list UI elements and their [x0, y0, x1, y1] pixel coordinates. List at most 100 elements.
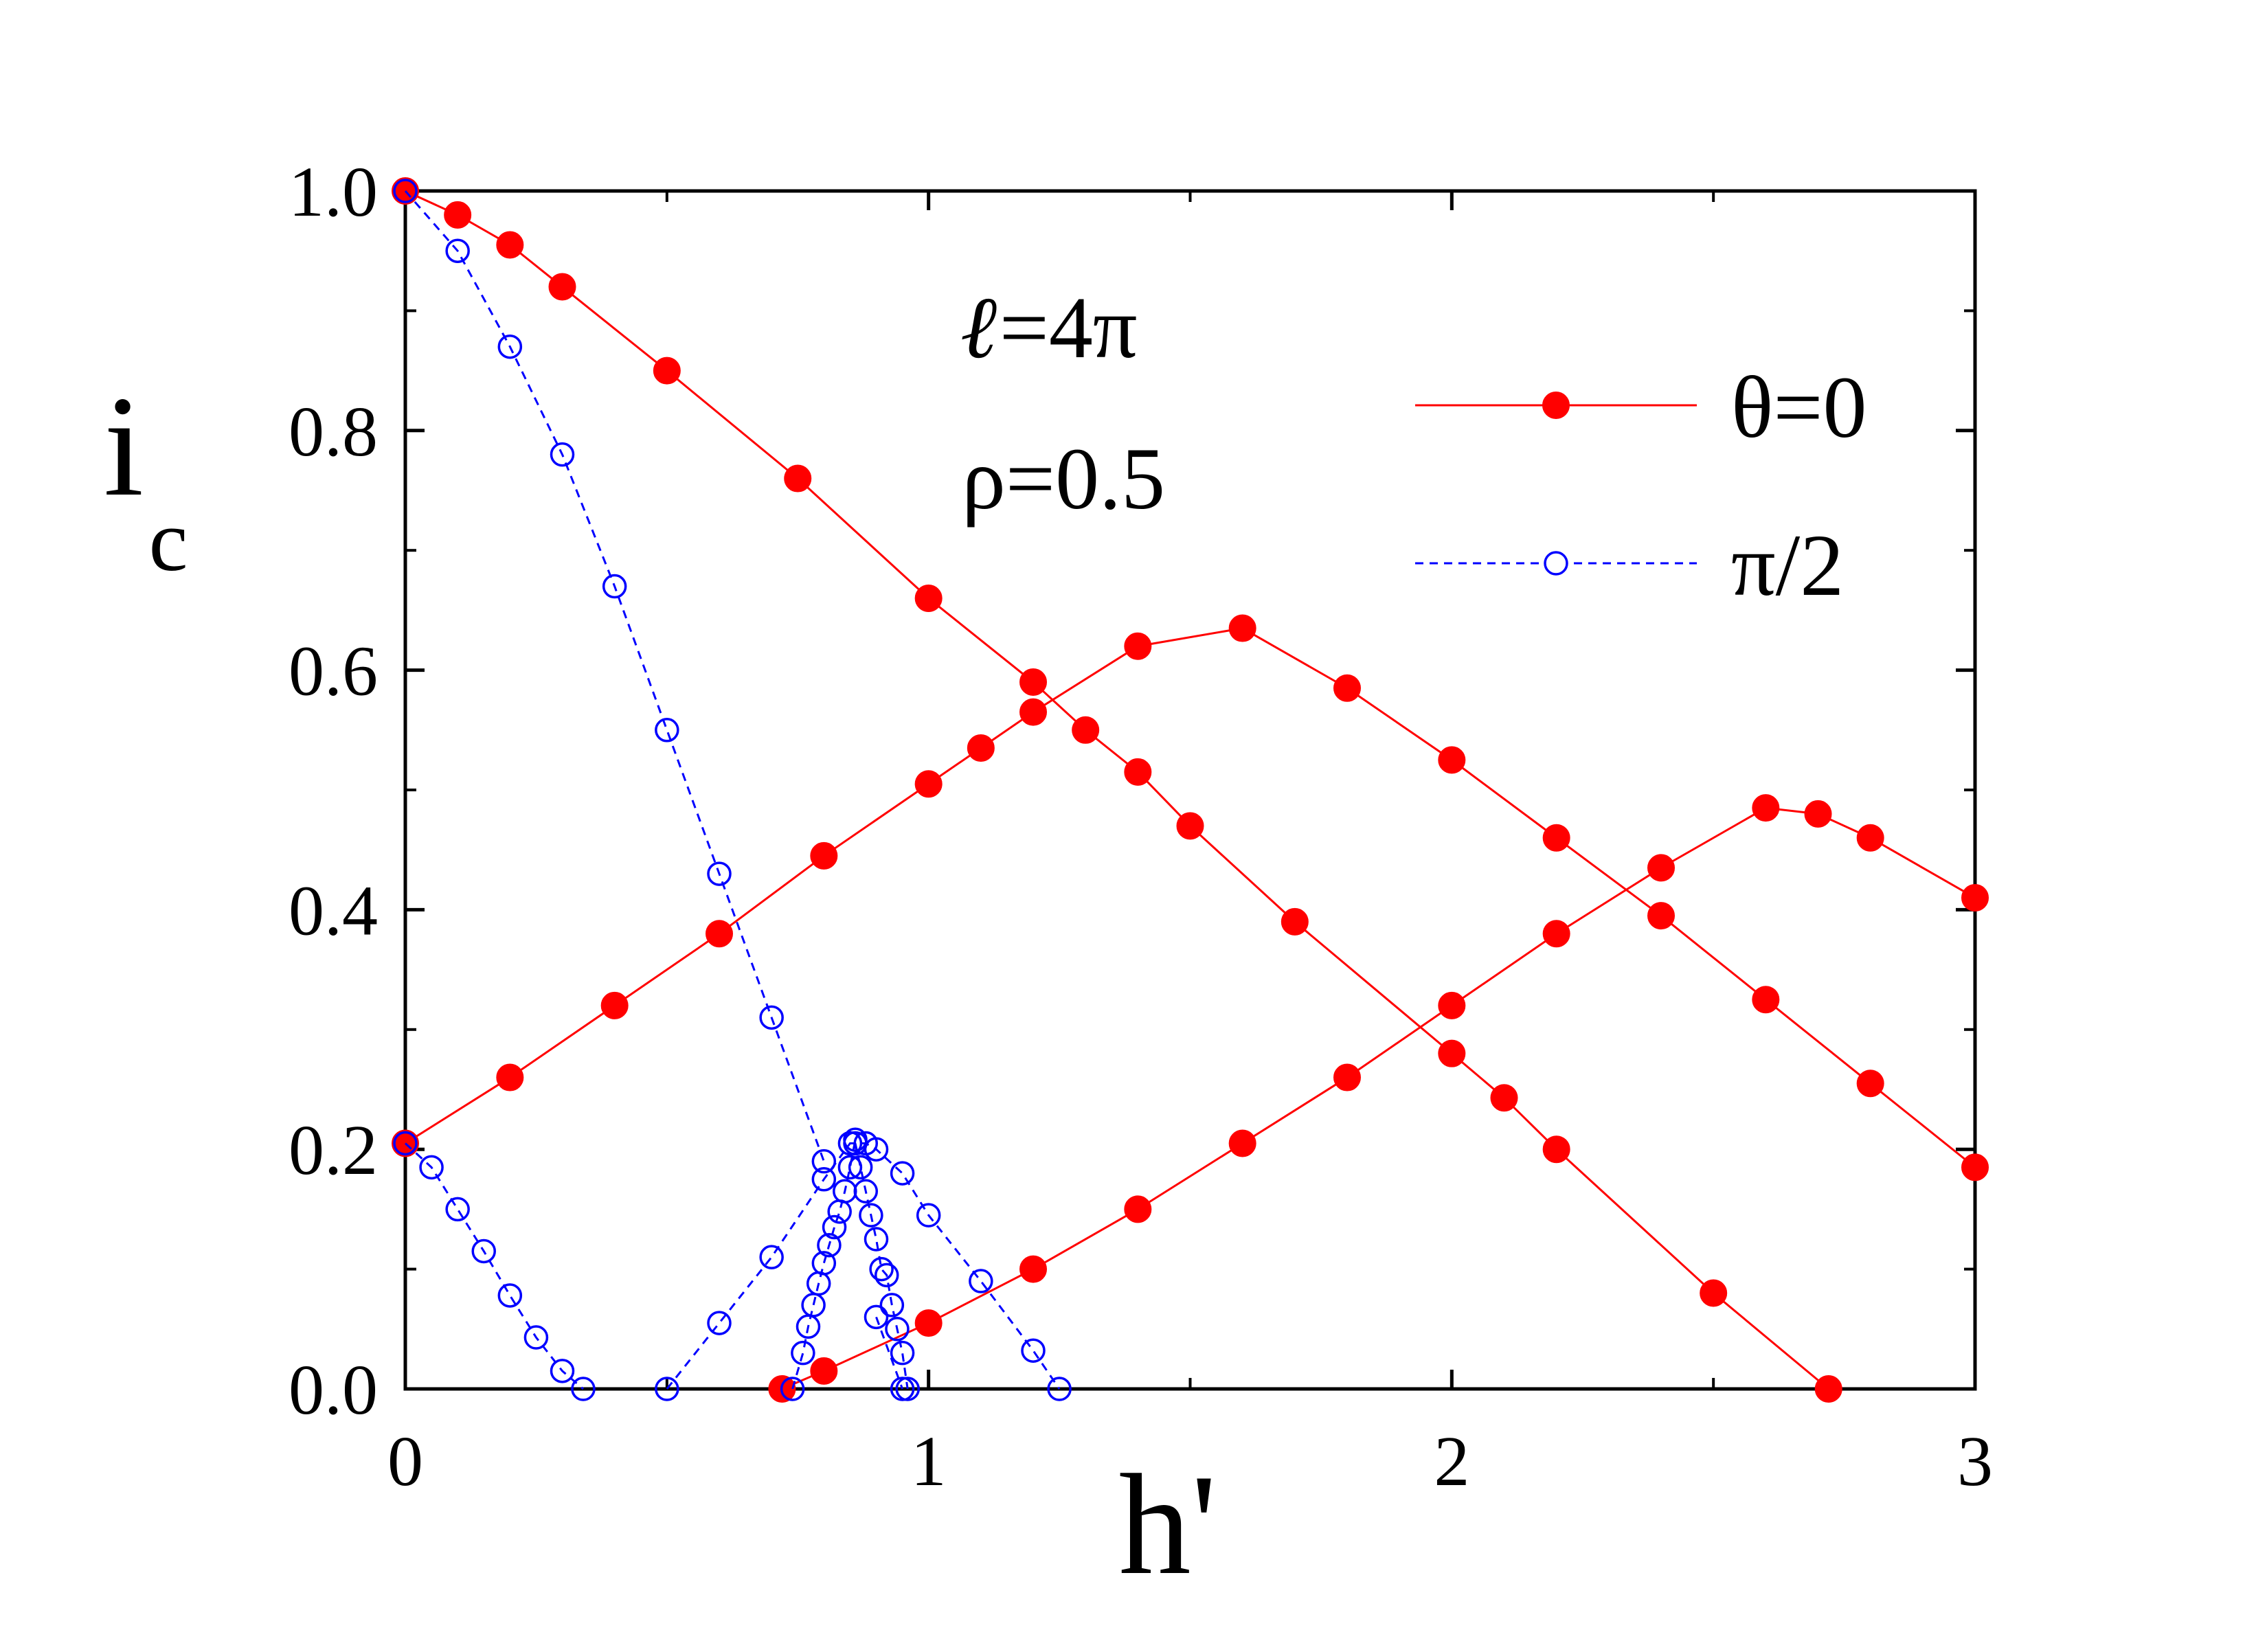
data-point	[859, 1203, 883, 1227]
data-point	[600, 991, 629, 1019]
legend-marker	[1544, 551, 1568, 576]
data-point	[419, 1155, 444, 1180]
data-point	[1542, 920, 1570, 948]
legend-label: π/2	[1731, 517, 1844, 614]
data-point	[1438, 746, 1466, 774]
y-tick-label: 0.8	[289, 392, 378, 471]
data-point	[1814, 1375, 1842, 1403]
data-point	[1019, 698, 1047, 726]
series-line	[791, 1139, 857, 1390]
series-pi-over-2	[393, 179, 1072, 1401]
data-point	[837, 1155, 863, 1180]
data-point	[864, 1227, 889, 1252]
data-point	[497, 1283, 523, 1308]
data-point	[817, 1232, 842, 1258]
data-point	[1047, 1377, 1072, 1401]
data-point	[848, 1155, 873, 1180]
x-axis-title: h'	[1119, 1445, 1217, 1605]
data-point	[548, 273, 576, 301]
data-point	[969, 1269, 993, 1293]
data-point	[811, 1167, 837, 1192]
data-point	[853, 1179, 879, 1203]
data-point	[471, 1238, 496, 1264]
annotation-length-value: =4π	[1000, 279, 1138, 376]
data-point	[655, 718, 679, 743]
axis-ticks: 0 1 2 3 0.0 0.2 0.4 0.6 0.8 1.0	[289, 152, 1993, 1501]
data-point	[496, 1063, 524, 1091]
data-point	[806, 1271, 831, 1296]
data-point	[1542, 824, 1570, 852]
data-point	[827, 1199, 852, 1224]
legend-marker	[1542, 392, 1570, 419]
y-tick-label: 0.6	[289, 632, 378, 711]
data-point	[811, 1149, 837, 1174]
data-point	[1021, 1338, 1046, 1363]
data-point	[1542, 1135, 1570, 1164]
data-point	[801, 1293, 826, 1317]
y-axis-title-main: i	[104, 367, 144, 526]
legend: θ=0 π/2	[1415, 359, 1867, 614]
data-point	[1647, 902, 1675, 930]
data-point	[655, 1377, 679, 1401]
annotation-ell-symbol: ℓ	[962, 279, 1000, 376]
data-point	[1281, 907, 1309, 936]
data-point	[445, 1197, 470, 1222]
data-point	[1438, 991, 1466, 1019]
data-point	[1124, 758, 1152, 786]
data-point	[843, 1131, 868, 1156]
data-point	[1228, 614, 1256, 642]
data-point	[523, 1325, 549, 1350]
data-point	[393, 179, 418, 203]
data-point	[914, 770, 943, 798]
series-line	[404, 190, 825, 1162]
series-theta-0	[392, 177, 1989, 1403]
x-tick-label: 0	[387, 1422, 423, 1501]
data-point	[810, 1357, 838, 1385]
data-point	[1700, 1279, 1728, 1307]
data-point	[1438, 1039, 1466, 1067]
data-point	[571, 1377, 596, 1401]
x-tick-label: 3	[1957, 1422, 1993, 1501]
data-point	[796, 1314, 821, 1339]
data-point	[1856, 824, 1884, 852]
data-point	[444, 201, 472, 229]
data-point	[707, 861, 732, 886]
data-point	[1752, 986, 1780, 1014]
data-point	[1856, 1070, 1884, 1098]
data-point	[780, 1377, 805, 1401]
data-point	[967, 734, 995, 762]
y-axis-title-subscript: c	[149, 492, 188, 589]
y-tick-label: 0.4	[289, 871, 378, 950]
data-point	[1647, 854, 1675, 882]
data-point	[810, 841, 838, 870]
y-tick-label: 0.2	[289, 1111, 378, 1190]
series-layer	[392, 177, 1989, 1403]
data-point	[914, 1309, 943, 1337]
data-point	[1804, 800, 1832, 828]
data-point	[879, 1293, 905, 1317]
data-point	[864, 1137, 889, 1162]
data-point	[890, 1340, 915, 1366]
data-point	[602, 574, 627, 599]
data-point	[1961, 883, 1989, 912]
data-point	[1333, 1063, 1361, 1091]
data-point	[496, 231, 524, 259]
data-point	[707, 1311, 732, 1335]
data-point	[916, 1203, 941, 1227]
data-point	[1333, 674, 1361, 702]
data-point	[784, 464, 812, 493]
annotation-rho: ρ=0.5	[962, 430, 1165, 528]
data-point	[833, 1179, 857, 1203]
series-line	[875, 1316, 903, 1390]
data-point	[869, 1256, 894, 1282]
data-point	[1752, 794, 1780, 822]
data-point	[914, 584, 943, 612]
data-point	[811, 1251, 837, 1276]
data-point	[1490, 1084, 1518, 1112]
data-point	[1072, 716, 1100, 744]
data-point	[1961, 1153, 1989, 1181]
data-point	[653, 357, 681, 385]
x-tick-label: 1	[911, 1422, 947, 1501]
data-point	[822, 1214, 847, 1240]
